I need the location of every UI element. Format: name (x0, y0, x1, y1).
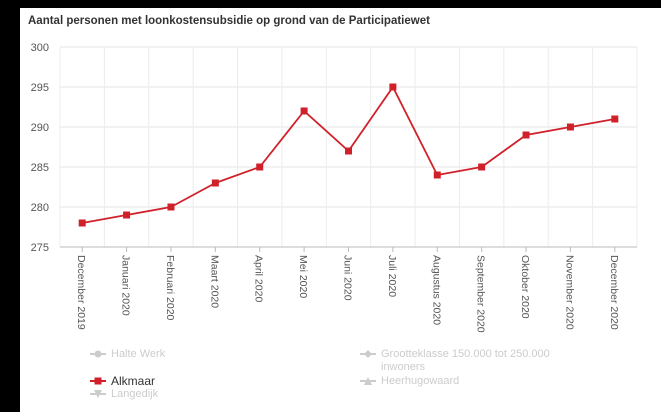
line-chart: 275 280 285 290 295 300 December 2019 Januari 2… (31, 42, 638, 333)
legend-label: Halte Werk (111, 348, 166, 360)
y-tick-label: 275 (31, 242, 49, 254)
y-tick-label: 285 (31, 162, 49, 174)
data-point (78, 219, 86, 227)
chart-title: Aantal personen met loonkostensubsidie o… (28, 15, 430, 27)
x-tick-label: Augustus 2020 (430, 255, 442, 325)
triangle-down-icon (90, 390, 106, 398)
series-line (82, 86, 615, 224)
data-point (522, 131, 530, 139)
series-layer (78, 83, 619, 227)
data-point (167, 203, 175, 211)
x-tick-label: December 2020 (608, 255, 620, 330)
legend-label: Grootteklasse 150.000 tot 250.000 inwone… (381, 348, 550, 373)
legend-label: Alkmaar (111, 374, 156, 388)
axis-layer: 275 280 285 290 295 300 December 2019 Januari 2… (31, 42, 637, 333)
grid-layer (59, 46, 638, 248)
x-tick-label: September 2020 (475, 255, 487, 333)
legend-item-langedijk[interactable]: Langedijk (90, 388, 158, 401)
x-tick-label: Juli 2020 (386, 255, 398, 297)
square-icon (90, 377, 106, 385)
x-tick-label: Januari 2020 (120, 255, 132, 316)
legend-item-heerhugowaard[interactable]: Heerhugowaard (360, 375, 459, 388)
x-tick-label: Maart 2020 (208, 255, 220, 308)
data-point (478, 163, 486, 171)
data-point (123, 211, 131, 219)
triangle-icon (360, 377, 376, 385)
y-tick-label: 300 (31, 42, 49, 54)
circle-icon (90, 350, 106, 358)
legend-label: Heerhugowaard (381, 375, 460, 387)
x-tick-label: December 2019 (75, 255, 87, 330)
legend-item-alkmaar[interactable]: Alkmaar (90, 375, 155, 388)
data-point (300, 107, 308, 115)
x-tick-label: Mei 2020 (297, 255, 309, 298)
data-point (389, 83, 397, 91)
legend-item-halte-werk[interactable]: Halte Werk (90, 348, 165, 361)
chart-panel: Aantal personen met loonkostensubsidie o… (20, 8, 661, 412)
legend-item-grootteklasse[interactable]: Grootteklasse 150.000 tot 250.000 inwone… (360, 348, 570, 374)
x-tick-label: Oktober 2020 (519, 255, 531, 319)
data-point (345, 147, 352, 155)
x-tick-label: November 2020 (563, 255, 575, 330)
y-tick-label: 290 (31, 122, 49, 134)
legend-label: Langedijk (111, 388, 159, 400)
y-tick-label: 280 (31, 202, 49, 214)
data-point (256, 163, 264, 171)
y-tick-label: 295 (31, 82, 49, 94)
x-tick-label: April 2020 (253, 255, 265, 302)
data-point (611, 115, 619, 123)
data-point (566, 123, 574, 131)
x-tick-label: Juni 2020 (342, 255, 354, 301)
data-point (433, 171, 441, 179)
x-tick-label: Februari 2020 (164, 255, 176, 321)
data-point (211, 179, 219, 187)
diamond-icon (360, 350, 376, 358)
